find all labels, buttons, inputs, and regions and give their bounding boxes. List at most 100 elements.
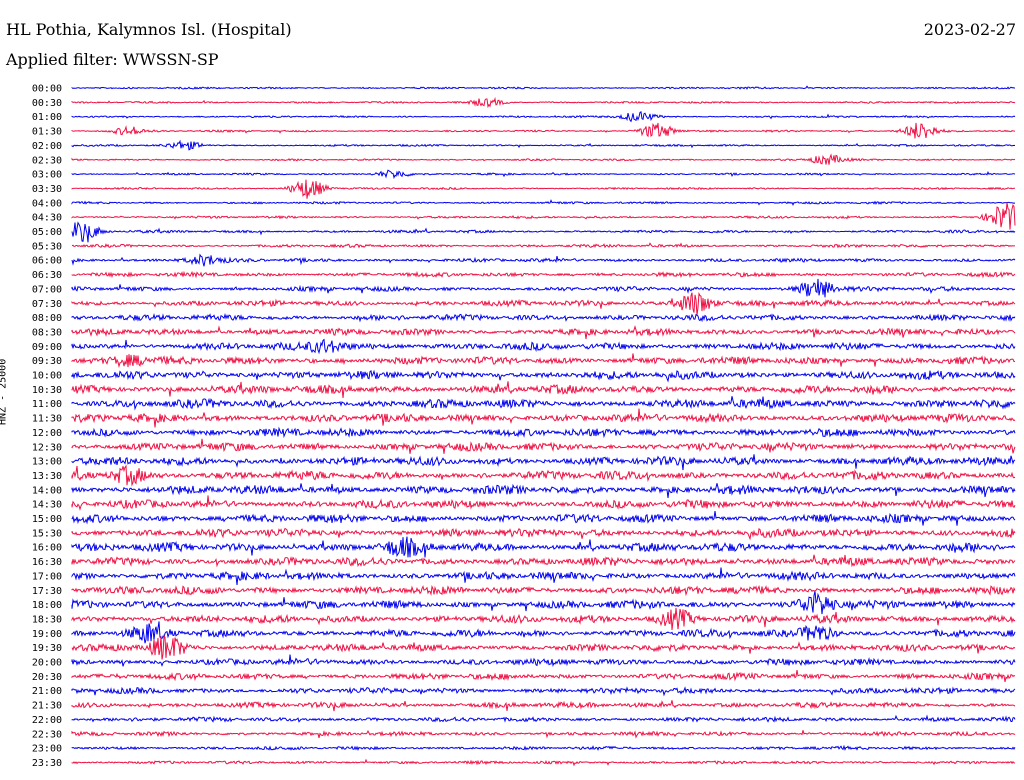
seismic-trace-row xyxy=(71,353,1016,369)
seismic-trace-row xyxy=(71,381,1016,399)
row-time-label: 16:30 xyxy=(32,557,62,568)
row-time-label: 20:30 xyxy=(32,672,62,683)
seismic-trace-row xyxy=(71,139,1016,151)
row-time-label: 11:00 xyxy=(32,399,62,410)
row-time-label: 14:00 xyxy=(32,485,62,496)
row-time-label: 15:00 xyxy=(32,514,62,525)
row-time-label: 21:30 xyxy=(32,701,62,712)
row-time-label: 09:30 xyxy=(32,356,62,367)
seismic-trace-row xyxy=(71,438,1016,454)
row-time-label: 01:00 xyxy=(32,112,62,123)
seismic-trace-row xyxy=(71,654,1016,667)
seismic-trace-row xyxy=(71,199,1016,207)
row-time-label: 13:00 xyxy=(32,457,62,468)
row-time-label: 22:30 xyxy=(32,729,62,740)
row-time-label: 18:30 xyxy=(32,614,62,625)
seismic-trace-row xyxy=(71,85,1015,90)
row-time-label: 23:30 xyxy=(32,758,62,769)
row-time-label: 19:00 xyxy=(32,629,62,640)
row-time-label: 14:30 xyxy=(32,500,62,511)
seismic-trace-row xyxy=(71,221,1016,243)
seismic-trace-row xyxy=(71,730,1016,739)
seismic-trace-row xyxy=(71,408,1016,428)
row-time-label: 11:30 xyxy=(32,414,62,425)
row-time-label: 08:00 xyxy=(32,313,62,324)
row-time-label: 10:30 xyxy=(32,385,62,396)
row-time-label: 21:00 xyxy=(32,686,62,697)
row-time-label: 07:00 xyxy=(32,284,62,295)
row-time-label: 16:00 xyxy=(32,543,62,554)
seismic-trace-row xyxy=(71,338,1016,355)
seismic-trace-row xyxy=(71,554,1016,568)
seismic-trace-row xyxy=(71,464,1016,487)
row-time-label: 00:00 xyxy=(32,84,62,95)
row-time-label: 04:30 xyxy=(32,213,62,224)
seismic-trace-row xyxy=(71,202,1016,230)
seismic-trace-row xyxy=(71,607,1016,631)
seismic-trace-row xyxy=(71,744,1016,752)
row-time-label: 09:00 xyxy=(32,342,62,353)
seismic-trace-row xyxy=(71,396,1016,411)
seismic-trace-row xyxy=(71,242,1015,249)
seismic-trace-row xyxy=(71,686,1016,697)
seismic-trace-row xyxy=(71,278,1016,298)
seismic-trace-row xyxy=(71,511,1016,526)
seismic-trace-row xyxy=(71,169,1016,180)
seismic-trace-row xyxy=(71,111,1016,123)
seismic-trace-row xyxy=(71,325,1016,340)
seismic-trace-row xyxy=(71,584,1016,597)
row-time-label: 06:30 xyxy=(32,270,62,281)
seismic-trace-row xyxy=(71,122,1016,139)
seismic-trace-row xyxy=(71,527,1016,541)
row-time-label: 06:00 xyxy=(32,256,62,267)
row-time-label: 17:00 xyxy=(32,571,62,582)
row-time-label: 02:30 xyxy=(32,155,62,166)
seismic-trace-row xyxy=(71,483,1016,498)
row-time-label: 03:00 xyxy=(32,170,62,181)
seismic-trace-row xyxy=(71,567,1016,586)
seismic-trace-row xyxy=(71,700,1016,712)
seismic-trace-row xyxy=(71,179,1016,199)
seismic-trace-row xyxy=(71,670,1016,683)
row-time-label: 15:30 xyxy=(32,528,62,539)
seismic-trace-row xyxy=(71,758,1016,767)
row-time-label: 13:30 xyxy=(32,471,62,482)
row-time-label: 17:30 xyxy=(32,586,62,597)
station-title: HL Pothia, Kalymnos Isl. (Hospital) xyxy=(6,20,292,39)
seismic-trace-row xyxy=(71,454,1016,471)
seismic-trace-row xyxy=(71,96,1016,109)
row-time-label: 12:00 xyxy=(32,428,62,439)
seismic-trace-row xyxy=(71,495,1016,511)
row-time-label: 10:00 xyxy=(32,371,62,382)
row-time-label: 20:00 xyxy=(32,658,62,669)
row-time-label: 22:00 xyxy=(32,715,62,726)
record-date: 2023-02-27 xyxy=(923,20,1016,39)
seismic-trace-row xyxy=(71,291,1016,316)
seismic-trace-row xyxy=(71,369,1016,383)
row-time-label: 23:00 xyxy=(32,744,62,755)
seismic-trace-row xyxy=(71,536,1016,558)
seismic-trace-row xyxy=(71,591,1016,615)
row-time-label: 00:30 xyxy=(32,98,62,109)
seismic-trace-row xyxy=(71,312,1016,323)
row-time-label: 12:30 xyxy=(32,442,62,453)
row-time-label: 02:00 xyxy=(32,141,62,152)
row-time-label: 08:30 xyxy=(32,327,62,338)
row-time-label: 01:30 xyxy=(32,127,62,138)
row-time-label: 05:00 xyxy=(32,227,62,238)
seismic-trace-row xyxy=(71,153,1016,165)
row-time-label: 04:00 xyxy=(32,198,62,209)
seismic-trace-row xyxy=(71,714,1016,723)
row-time-label: 19:30 xyxy=(32,643,62,654)
seismic-trace-row xyxy=(71,621,1016,644)
seismic-trace-row xyxy=(71,270,1016,279)
seismic-trace-row xyxy=(71,253,1016,267)
row-time-label: 03:30 xyxy=(32,184,62,195)
applied-filter-label: Applied filter: WWSSN-SP xyxy=(6,50,219,69)
row-time-label: 18:00 xyxy=(32,600,62,611)
seismic-trace-row xyxy=(71,426,1016,439)
seismic-trace-row xyxy=(71,634,1016,660)
row-time-label: 07:30 xyxy=(32,299,62,310)
row-time-label: 05:30 xyxy=(32,241,62,252)
